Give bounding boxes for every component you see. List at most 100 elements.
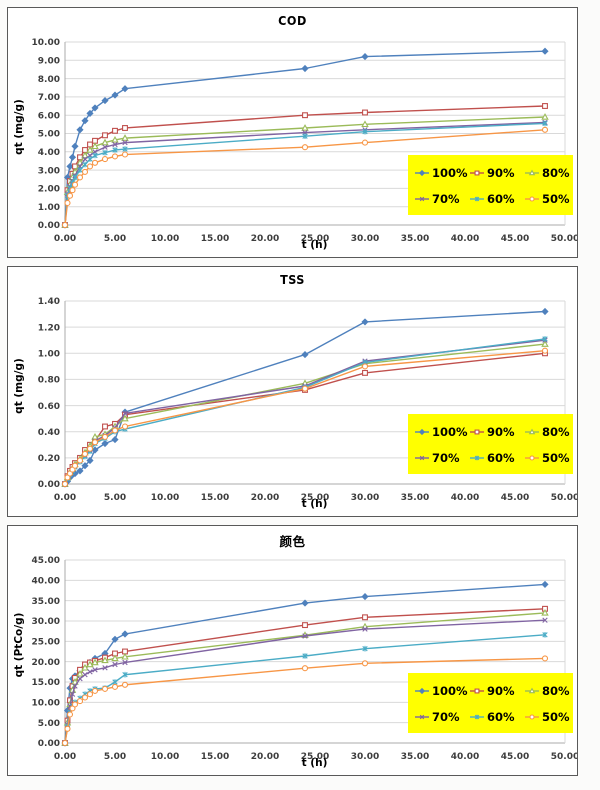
cod-x-axis-label: t (h) [301, 239, 328, 251]
legend: 100% 90% 80% 70% 60% 50% [408, 673, 573, 733]
legend-item-90%: 90% [470, 684, 515, 698]
color-plot-area: 0.00 5.00 10.00 15.00 20.00 25.00 30.00 35.00 40… [32, 556, 577, 762]
color-chart-title: 颜色 [279, 534, 306, 549]
chart-panel-color: 颜色 qt (PtCo/g) 0.00 5.00 10.00 15.00 20.00 25… [7, 525, 578, 776]
legend-label: 50% [542, 192, 570, 206]
cod-plot-area: 0.00 1.00 2.00 3.00 4.00 5.00 6.00 7.00 8.00 9.00… [32, 38, 577, 244]
legend-label: 80% [542, 684, 570, 698]
x-tick-label: 50.00 [551, 752, 577, 762]
x-tick-label: 5.00 [104, 234, 126, 244]
x-tick-label: 10.00 [151, 752, 179, 762]
y-tick-label: 5.00 [38, 130, 60, 140]
legend-label: 60% [487, 710, 515, 724]
y-tick-label: 2.00 [38, 185, 60, 195]
legend-label: 100% [432, 425, 468, 439]
legend-item-50%: 50% [525, 710, 570, 724]
legend-label: 90% [487, 425, 515, 439]
x-tick-label: 10.00 [151, 493, 179, 503]
tss-plot-area: 0.00 0.20 0.40 0.60 0.80 1.00 1.20 1.40 0.00 5.00… [38, 297, 577, 503]
x-tick-label: 35.00 [401, 234, 429, 244]
legend-label: 60% [487, 451, 515, 465]
y-tick-label: 35.00 [32, 597, 60, 607]
legend: 100% 90% 80% 70% 60% 50% [408, 155, 573, 215]
series-50% [61, 655, 549, 747]
legend-item-60%: 60% [470, 710, 515, 724]
tss-chart-title: TSS [280, 272, 305, 287]
x-tick-label: 50.00 [551, 493, 577, 503]
legend-label: 80% [542, 166, 570, 180]
x-tick-label: 5.00 [104, 493, 126, 503]
legend-item-100%: 100% [415, 425, 468, 439]
chart-panel-cod: COD qt (mg/g) 0.00 1.00 2.00 3.00 4.00 5.00 6.… [7, 7, 578, 258]
y-tick-label: 1.20 [38, 323, 60, 333]
y-tick-label: 4.00 [38, 148, 60, 158]
legend-item-90%: 90% [470, 166, 515, 180]
chart-panel-tss: TSS qt (mg/g) 0.00 0.20 0.40 0.60 0.80 1.00 1.… [7, 266, 578, 517]
x-tick-label: 35.00 [401, 752, 429, 762]
x-tick-label: 35.00 [401, 493, 429, 503]
x-tick-label: 30.00 [351, 493, 379, 503]
legend-item-50%: 50% [525, 451, 570, 465]
x-tick-label: 50.00 [551, 234, 577, 244]
series-50% [61, 347, 549, 488]
y-tick-label: 20.00 [32, 658, 60, 668]
legend-label: 100% [432, 166, 468, 180]
y-tick-label: 0.40 [38, 428, 60, 438]
x-tick-label: 40.00 [451, 234, 479, 244]
x-tick-label: 45.00 [501, 752, 529, 762]
x-tick-label: 10.00 [151, 234, 179, 244]
legend-item-60%: 60% [470, 451, 515, 465]
x-tick-label: 45.00 [501, 493, 529, 503]
x-tick-label: 30.00 [351, 752, 379, 762]
legend-label: 50% [542, 451, 570, 465]
y-tick-label: 0.00 [38, 739, 60, 749]
legend-item-90%: 90% [470, 425, 515, 439]
y-tick-label: 1.00 [38, 203, 60, 213]
legend-label: 90% [487, 166, 515, 180]
cod-chart-title: COD [278, 13, 307, 28]
y-tick-label: 10.00 [32, 38, 60, 48]
y-tick-label: 45.00 [32, 556, 60, 566]
x-tick-label: 45.00 [501, 234, 529, 244]
legend-label: 80% [542, 425, 570, 439]
x-tick-label: 25.00 [301, 234, 329, 244]
x-tick-label: 20.00 [251, 493, 279, 503]
y-tick-label: 10.00 [32, 699, 60, 709]
x-tick-label: 0.00 [54, 234, 76, 244]
y-tick-label: 3.00 [38, 166, 60, 176]
y-tick-label: 15.00 [32, 678, 60, 688]
y-tick-label: 1.40 [38, 297, 60, 307]
y-tick-label: 9.00 [38, 57, 60, 67]
y-tick-label: 0.00 [38, 480, 60, 490]
x-tick-label: 40.00 [451, 493, 479, 503]
x-tick-label: 15.00 [201, 752, 229, 762]
legend-label: 60% [487, 192, 515, 206]
color-x-axis-label: t (h) [301, 757, 328, 769]
legend-label: 50% [542, 710, 570, 724]
legend-item-100%: 100% [415, 684, 468, 698]
legend-label: 90% [487, 684, 515, 698]
legend-label: 70% [432, 451, 460, 465]
x-tick-label: 25.00 [301, 752, 329, 762]
x-tick-label: 40.00 [451, 752, 479, 762]
y-tick-label: 6.00 [38, 111, 60, 121]
tss-x-axis-label: t (h) [301, 498, 328, 510]
legend-label: 70% [432, 710, 460, 724]
legend-item-80%: 80% [525, 166, 570, 180]
y-tick-label: 0.00 [38, 221, 60, 231]
y-tick-label: 0.80 [38, 376, 60, 386]
legend-item-60%: 60% [470, 192, 515, 206]
x-tick-label: 15.00 [201, 493, 229, 503]
y-tick-label: 40.00 [32, 577, 60, 587]
series-50% [61, 126, 549, 229]
x-tick-label: 15.00 [201, 234, 229, 244]
x-tick-label: 20.00 [251, 234, 279, 244]
legend-item-70%: 70% [415, 451, 460, 465]
legend: 100% 90% 80% 70% 60% 50% [408, 414, 573, 474]
x-tick-label: 0.00 [54, 752, 76, 762]
y-tick-label: 7.00 [38, 93, 60, 103]
y-tick-label: 25.00 [32, 638, 60, 648]
legend-label: 70% [432, 192, 460, 206]
legend-item-70%: 70% [415, 192, 460, 206]
